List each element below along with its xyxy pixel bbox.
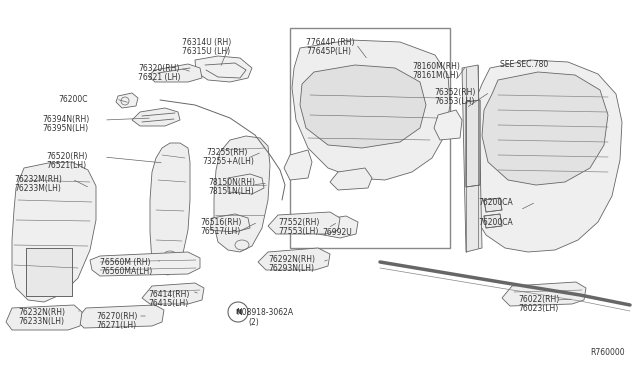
Polygon shape (12, 162, 96, 302)
Polygon shape (142, 283, 204, 304)
Text: 76560MA(LH): 76560MA(LH) (100, 267, 152, 276)
Polygon shape (268, 212, 340, 234)
Text: 76992U: 76992U (322, 228, 352, 237)
Text: 76516(RH): 76516(RH) (200, 218, 241, 227)
Polygon shape (284, 150, 312, 180)
Text: 76023(LH): 76023(LH) (518, 304, 558, 313)
Text: 76270(RH): 76270(RH) (96, 312, 138, 321)
Polygon shape (258, 248, 330, 270)
Text: 76521(LH): 76521(LH) (46, 161, 86, 170)
Text: 76415(LH): 76415(LH) (148, 299, 188, 308)
Polygon shape (318, 216, 358, 238)
Polygon shape (6, 305, 82, 330)
Polygon shape (434, 110, 462, 140)
Text: 76233M(LH): 76233M(LH) (14, 184, 61, 193)
Text: 76320(RH): 76320(RH) (138, 64, 179, 73)
Text: 76353(LH): 76353(LH) (434, 97, 474, 106)
Text: 76315U (LH): 76315U (LH) (182, 47, 230, 56)
Text: SEE SEC.780: SEE SEC.780 (500, 60, 548, 69)
Text: (2): (2) (248, 318, 259, 327)
Polygon shape (462, 65, 482, 252)
Text: 76200CA: 76200CA (478, 218, 513, 227)
Polygon shape (195, 56, 252, 82)
Polygon shape (90, 252, 200, 276)
Polygon shape (76, 305, 164, 328)
Text: 78151N(LH): 78151N(LH) (208, 187, 253, 196)
Polygon shape (466, 60, 622, 252)
Polygon shape (148, 64, 202, 82)
Text: 76395N(LH): 76395N(LH) (42, 124, 88, 133)
Polygon shape (484, 214, 502, 228)
Polygon shape (502, 282, 586, 306)
Polygon shape (482, 72, 608, 185)
Text: 76517(LH): 76517(LH) (200, 227, 240, 236)
Text: 76271(LH): 76271(LH) (96, 321, 136, 330)
Text: 76394N(RH): 76394N(RH) (42, 115, 89, 124)
Text: 76232N(RH): 76232N(RH) (18, 308, 65, 317)
Polygon shape (150, 143, 190, 275)
Text: 77553(LH): 77553(LH) (278, 227, 318, 236)
Polygon shape (26, 248, 72, 296)
Polygon shape (214, 136, 270, 252)
Polygon shape (116, 93, 138, 108)
Text: 77552(RH): 77552(RH) (278, 218, 319, 227)
Polygon shape (132, 108, 180, 126)
Text: 78150N(RH): 78150N(RH) (208, 178, 255, 187)
Polygon shape (210, 214, 250, 232)
Text: N: N (235, 309, 241, 315)
Text: 76200C: 76200C (58, 95, 88, 104)
Text: 76314U (RH): 76314U (RH) (182, 38, 231, 47)
Text: 76560M (RH): 76560M (RH) (100, 258, 150, 267)
Bar (290, 28, 450, 248)
Text: 76414(RH): 76414(RH) (148, 290, 189, 299)
Text: 78160M(RH): 78160M(RH) (412, 62, 460, 71)
Polygon shape (330, 168, 372, 190)
Text: 76232M(RH): 76232M(RH) (14, 175, 62, 184)
Polygon shape (292, 40, 450, 180)
Polygon shape (466, 100, 480, 187)
Text: 78161M(LH): 78161M(LH) (412, 71, 459, 80)
Text: 73255+A(LH): 73255+A(LH) (202, 157, 254, 166)
Polygon shape (228, 174, 264, 194)
Text: 76233N(LH): 76233N(LH) (18, 317, 64, 326)
Text: 76352(RH): 76352(RH) (434, 88, 476, 97)
Text: 76293N(LH): 76293N(LH) (268, 264, 314, 273)
Text: N08918-3062A: N08918-3062A (236, 308, 293, 317)
Text: 76292N(RH): 76292N(RH) (268, 255, 315, 264)
Text: 77644P (RH): 77644P (RH) (306, 38, 355, 47)
Polygon shape (484, 198, 502, 212)
Polygon shape (300, 65, 426, 148)
Text: 76520(RH): 76520(RH) (46, 152, 88, 161)
Text: R760000: R760000 (590, 348, 625, 357)
Text: 76022(RH): 76022(RH) (518, 295, 559, 304)
Text: 76321 (LH): 76321 (LH) (138, 73, 180, 82)
Text: 76200CA: 76200CA (478, 198, 513, 207)
Text: 77645P(LH): 77645P(LH) (306, 47, 351, 56)
Text: 73255(RH): 73255(RH) (206, 148, 248, 157)
